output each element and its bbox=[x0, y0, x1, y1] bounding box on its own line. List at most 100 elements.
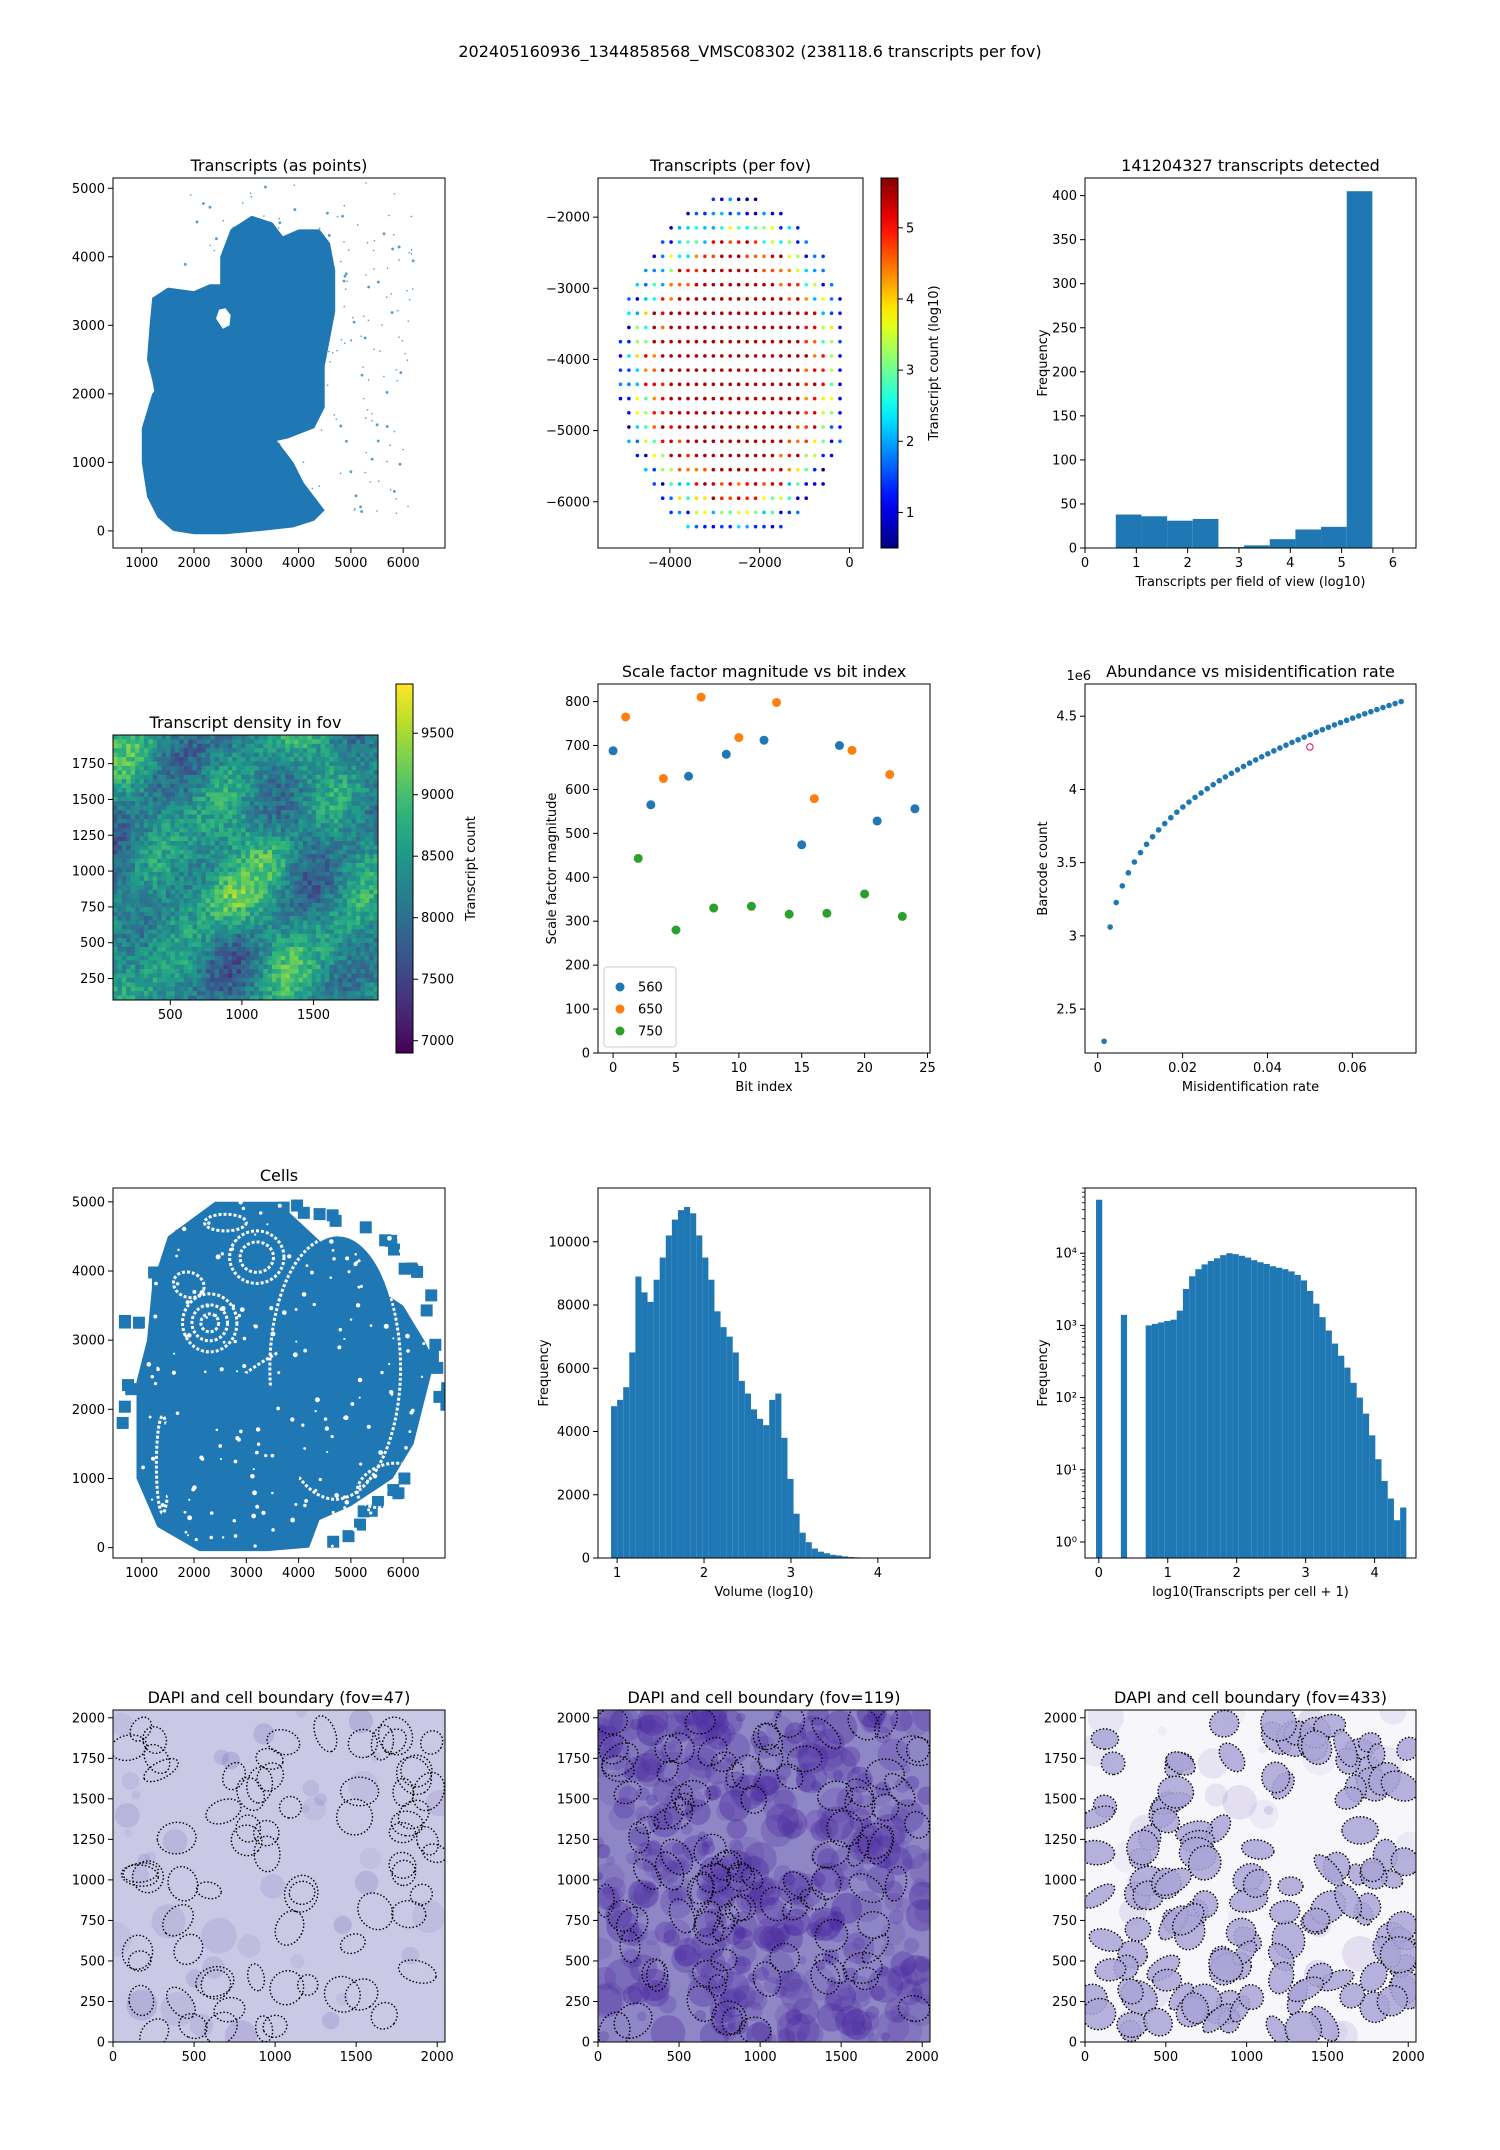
density-cell bbox=[196, 757, 202, 762]
fov-point bbox=[703, 425, 707, 429]
density-cell bbox=[196, 796, 202, 802]
density-cell bbox=[320, 902, 326, 908]
density-cell bbox=[170, 942, 176, 948]
density-cell bbox=[196, 814, 202, 820]
density-cell bbox=[183, 947, 189, 952]
density-cell bbox=[126, 818, 131, 824]
axes-frame bbox=[112, 734, 379, 1001]
density-cell bbox=[329, 863, 335, 868]
density-cell bbox=[302, 880, 308, 886]
y-tick-label: 0 bbox=[97, 524, 105, 539]
cell-speckle bbox=[342, 1495, 347, 1499]
density-cell bbox=[272, 880, 277, 886]
density-cell bbox=[113, 964, 118, 970]
cell-speckle bbox=[425, 1539, 429, 1543]
density-cell bbox=[113, 871, 118, 877]
density-cell bbox=[276, 827, 282, 833]
density-cell bbox=[143, 783, 149, 789]
density-cell bbox=[316, 801, 321, 806]
density-cell bbox=[329, 788, 335, 793]
density-cell bbox=[329, 867, 335, 873]
density-cell bbox=[280, 814, 286, 820]
cell-cluster bbox=[431, 1361, 444, 1374]
density-cell bbox=[161, 783, 167, 789]
density-cell bbox=[179, 924, 184, 930]
density-cell bbox=[338, 788, 343, 793]
density-cell bbox=[196, 916, 202, 921]
density-cell bbox=[117, 854, 123, 859]
density-cell bbox=[316, 916, 321, 921]
y-tick-label: 3 bbox=[1069, 929, 1077, 944]
density-cell bbox=[316, 885, 321, 890]
density-cell bbox=[302, 849, 308, 855]
density-cell bbox=[347, 752, 352, 758]
density-cell bbox=[121, 823, 127, 829]
density-cell bbox=[342, 929, 348, 935]
density-cell bbox=[223, 805, 229, 811]
density-cell bbox=[135, 765, 140, 771]
fov-point bbox=[711, 354, 716, 358]
density-cell bbox=[276, 898, 282, 904]
transcript-point bbox=[318, 227, 321, 230]
density-cell bbox=[130, 805, 136, 811]
density-cell bbox=[196, 986, 202, 992]
cell-speckle bbox=[378, 1450, 384, 1456]
density-cell bbox=[280, 894, 286, 899]
density-cell bbox=[280, 823, 286, 829]
y-tick-label: 700 bbox=[565, 739, 590, 754]
density-cell bbox=[170, 938, 176, 943]
density-cell bbox=[254, 858, 260, 864]
fov-point bbox=[762, 453, 766, 458]
density-cell bbox=[364, 867, 370, 873]
density-cell bbox=[227, 902, 233, 908]
density-cell bbox=[289, 982, 295, 988]
density-cell bbox=[113, 955, 118, 961]
transcript-point bbox=[336, 349, 338, 352]
density-cell bbox=[192, 876, 198, 882]
density-cell bbox=[183, 876, 189, 882]
density-cell bbox=[338, 858, 343, 864]
density-cell bbox=[166, 973, 171, 979]
density-cell bbox=[267, 951, 273, 957]
cell-speckle bbox=[393, 1255, 396, 1258]
fov-point bbox=[711, 240, 716, 244]
cell-speckle bbox=[358, 1396, 361, 1399]
density-cell bbox=[223, 991, 229, 996]
transcript-point bbox=[215, 237, 218, 241]
density-cell bbox=[267, 827, 273, 833]
density-cell bbox=[183, 761, 189, 767]
density-cell bbox=[161, 810, 167, 815]
density-cell bbox=[143, 858, 149, 864]
density-cell bbox=[320, 735, 326, 740]
transcript-point bbox=[328, 350, 330, 353]
density-cell bbox=[143, 920, 149, 926]
density-cell bbox=[289, 986, 295, 992]
density-cell bbox=[320, 836, 326, 842]
legend-marker bbox=[615, 1026, 625, 1036]
density-cell bbox=[170, 951, 176, 957]
density-cell bbox=[289, 995, 295, 1000]
density-cell bbox=[139, 876, 145, 882]
transcript-point bbox=[390, 311, 394, 314]
density-cell bbox=[139, 916, 145, 921]
fov-point bbox=[795, 482, 800, 486]
density-cell bbox=[338, 898, 343, 904]
y-tick-label: 250 bbox=[1052, 321, 1077, 336]
density-cell bbox=[241, 951, 246, 957]
density-cell bbox=[364, 757, 370, 762]
fov-point bbox=[795, 226, 800, 230]
density-cell bbox=[170, 960, 176, 965]
cell-speckle bbox=[323, 1417, 328, 1421]
density-cell bbox=[267, 810, 273, 815]
cell-speckle bbox=[150, 1374, 154, 1379]
density-cell bbox=[148, 752, 154, 758]
density-cell bbox=[174, 748, 180, 753]
density-cell bbox=[333, 801, 339, 806]
fov-point bbox=[669, 368, 673, 372]
density-cell bbox=[272, 973, 277, 979]
density-cell bbox=[320, 986, 326, 992]
density-cell bbox=[205, 960, 211, 965]
density-cell bbox=[148, 827, 154, 833]
density-cell bbox=[369, 739, 374, 745]
density-cell bbox=[272, 827, 277, 833]
